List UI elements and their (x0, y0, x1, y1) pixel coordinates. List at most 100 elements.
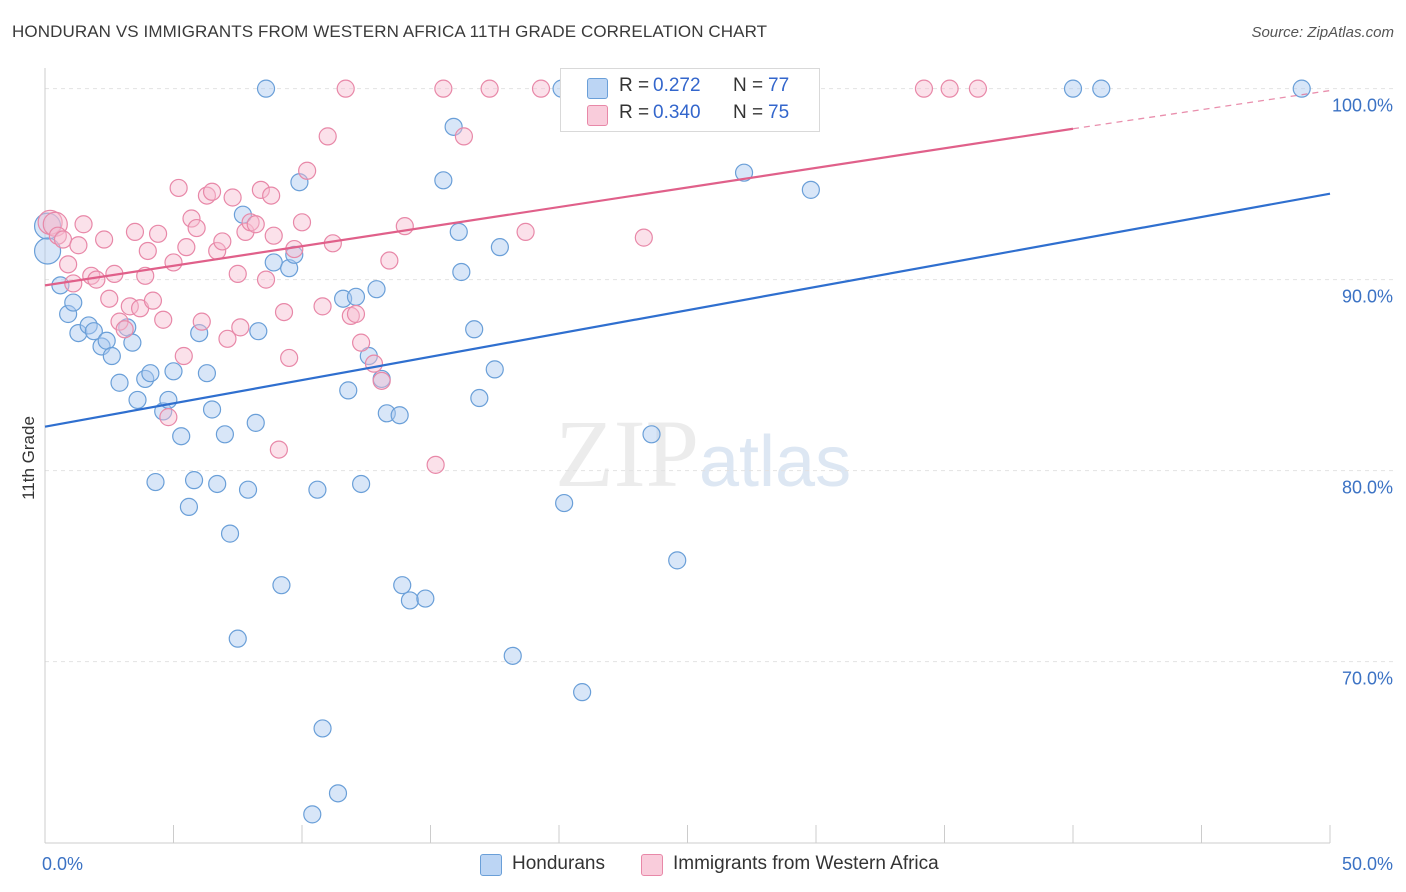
point-immigrants (318, 127, 337, 146)
point-hondurans (246, 413, 265, 432)
point-immigrants (269, 440, 288, 459)
stats-r-value: 0.272 (653, 75, 701, 96)
point-immigrants (74, 215, 93, 234)
point-hondurans (190, 323, 209, 343)
stats-swatch-hondurans (587, 78, 608, 99)
point-hondurans (64, 293, 83, 312)
point-hondurans (249, 322, 268, 341)
point-hondurans (328, 784, 348, 803)
point-hondurans (434, 171, 453, 190)
point-hondurans (84, 322, 103, 341)
point-immigrants (174, 346, 193, 366)
point-hondurans (642, 425, 661, 444)
point-hondurans (465, 320, 484, 339)
y-tick-label: 90.0% (1342, 287, 1393, 307)
point-hondurans (393, 576, 412, 595)
point-hondurans (801, 180, 820, 199)
point-immigrants (138, 241, 157, 261)
stats-r-label: R = (619, 75, 650, 96)
point-hondurans (400, 591, 420, 610)
point-hondurans (102, 346, 121, 366)
point-immigrants (218, 329, 237, 348)
point-hondurans (228, 629, 247, 648)
point-immigrants (115, 320, 134, 339)
trendline-immigrants-extension (1072, 89, 1331, 130)
point-hondurans (272, 576, 291, 595)
y-tick-label: 80.0% (1342, 478, 1393, 498)
point-hondurans (172, 427, 191, 446)
chart-source: Source: ZipAtlas.com (1251, 24, 1394, 41)
trendline-hondurans (44, 192, 1331, 428)
point-hondurans (734, 163, 754, 182)
point-hondurans (33, 237, 62, 265)
point-immigrants (69, 236, 88, 255)
point-hondurans (503, 646, 522, 665)
point-immigrants (264, 226, 283, 245)
point-hondurans (136, 369, 155, 389)
point-immigrants (182, 209, 201, 228)
stats-r-label: R = (619, 102, 650, 123)
point-immigrants (380, 251, 399, 270)
point-hondurans (346, 287, 366, 306)
chart-title: HONDURAN VS IMMIGRANTS FROM WESTERN AFRI… (12, 22, 768, 41)
point-immigrants (313, 297, 332, 316)
point-hondurans (164, 362, 183, 381)
stats-n-value: 77 (768, 75, 790, 96)
point-hondurans (128, 390, 147, 410)
axes (44, 68, 1331, 844)
y-tick-label: 100.0% (1332, 96, 1393, 116)
point-immigrants (372, 371, 391, 390)
stats-n-value: 75 (768, 102, 790, 123)
x-tick-label: 0.0% (42, 854, 83, 874)
point-immigrants (213, 232, 232, 251)
point-immigrants (228, 264, 247, 283)
point-immigrants (159, 408, 178, 427)
point-hondurans (33, 212, 62, 240)
point-hondurans (390, 406, 409, 425)
series-immigrants-western-africa (37, 79, 988, 474)
y-tick-label: 70.0% (1342, 669, 1393, 689)
point-immigrants (292, 213, 312, 232)
point-immigrants (64, 274, 83, 293)
point-hondurans (208, 474, 227, 494)
point-hondurans (308, 480, 327, 499)
point-immigrants (346, 304, 366, 324)
point-immigrants (125, 222, 145, 241)
point-immigrants (454, 127, 474, 146)
point-hondurans (179, 497, 199, 516)
trendlines (44, 89, 1331, 428)
point-hondurans (1063, 79, 1083, 98)
point-hondurans (141, 364, 160, 383)
point-immigrants (940, 79, 959, 98)
point-hondurans (215, 425, 234, 444)
trendline-immigrants (44, 127, 1074, 287)
point-hondurans (555, 493, 574, 513)
point-hondurans (313, 719, 332, 738)
point-hondurans (59, 304, 78, 324)
point-hondurans (1092, 79, 1111, 98)
legend-swatch-hondurans (480, 854, 502, 876)
point-hondurans (123, 333, 142, 352)
point-immigrants (164, 253, 183, 272)
point-immigrants (169, 178, 188, 198)
point-immigrants (53, 230, 73, 249)
series-hondurans (33, 79, 1311, 824)
point-immigrants (87, 270, 106, 289)
point-hondurans (416, 589, 435, 608)
watermark-zip: ZIP (555, 400, 699, 507)
point-hondurans (202, 400, 222, 419)
point-immigrants (634, 228, 653, 247)
point-immigrants (236, 222, 255, 241)
point-immigrants (274, 302, 294, 322)
point-hondurans (220, 524, 240, 543)
point-immigrants (262, 186, 281, 205)
point-immigrants (148, 224, 168, 243)
point-immigrants (251, 180, 270, 199)
point-hondurans (97, 331, 116, 350)
point-immigrants (187, 218, 206, 238)
point-immigrants (364, 354, 384, 373)
point-hondurans (367, 280, 386, 299)
point-immigrants (426, 455, 445, 474)
legend-swatch-immigrants (641, 854, 663, 876)
